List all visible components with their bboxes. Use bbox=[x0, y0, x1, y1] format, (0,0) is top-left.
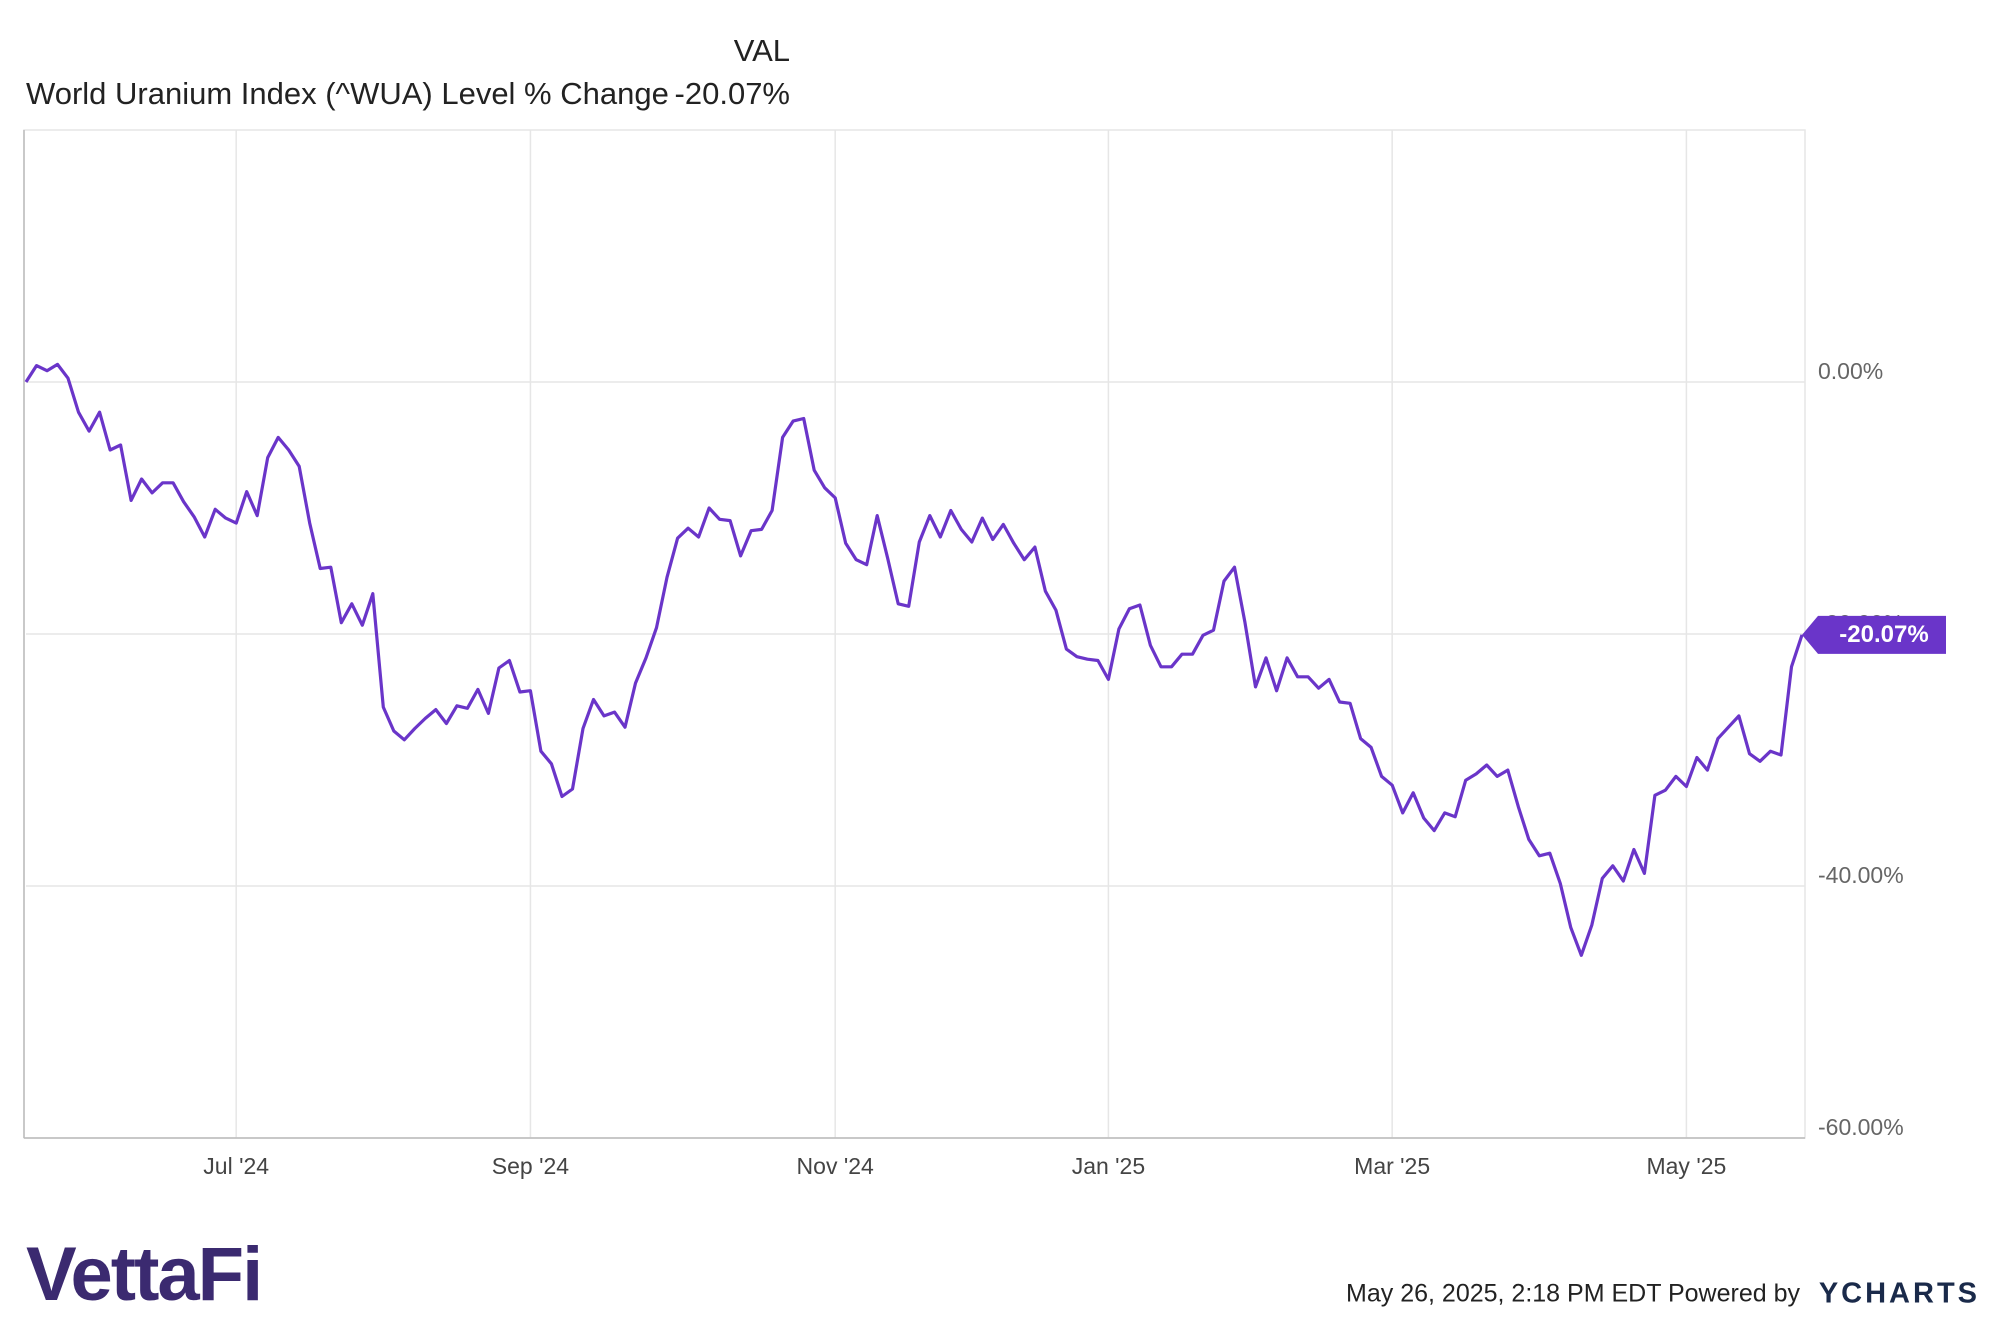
value-label: -20.07% bbox=[1839, 621, 1928, 648]
logo: VettaFi bbox=[26, 1232, 261, 1317]
legend-header: VAL bbox=[734, 33, 790, 68]
x-tick-label: May '25 bbox=[1646, 1153, 1726, 1179]
y-tick-label: -40.00% bbox=[1818, 862, 1904, 888]
line bbox=[24, 362, 1804, 957]
y-tick-label: -60.00% bbox=[1818, 1114, 1904, 1140]
legend-value: -20.07% bbox=[675, 76, 790, 111]
legend-name: World Uranium Index (^WUA) Level % Chang… bbox=[26, 76, 669, 111]
y-tick-label: 0.00% bbox=[1818, 358, 1883, 384]
brand: YCHARTS bbox=[1819, 1278, 1980, 1310]
x-tick-label: Jan '25 bbox=[1072, 1153, 1145, 1179]
x-tick-label: Mar '25 bbox=[1354, 1153, 1430, 1179]
value-badge bbox=[1802, 615, 1946, 654]
timestamp: May 26, 2025, 2:18 PM EDT Powered by bbox=[1346, 1280, 1800, 1308]
x-tick-label: Sep '24 bbox=[492, 1153, 569, 1179]
x-tick-label: Jul '24 bbox=[203, 1153, 269, 1179]
x-tick-label: Nov '24 bbox=[797, 1153, 874, 1179]
